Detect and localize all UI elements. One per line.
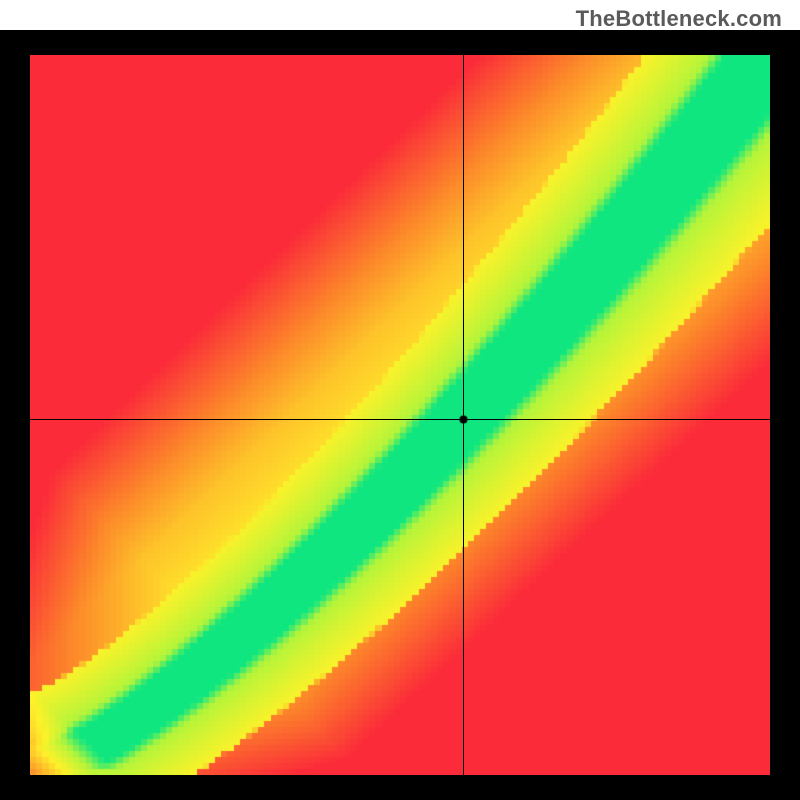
plot-area bbox=[30, 55, 770, 775]
crosshair-horizontal bbox=[30, 419, 770, 420]
attribution-text: TheBottleneck.com bbox=[576, 6, 782, 32]
crosshair-dot bbox=[30, 55, 770, 775]
outer-frame bbox=[0, 30, 800, 800]
chart-container: TheBottleneck.com bbox=[0, 0, 800, 800]
crosshair-vertical bbox=[463, 55, 464, 775]
